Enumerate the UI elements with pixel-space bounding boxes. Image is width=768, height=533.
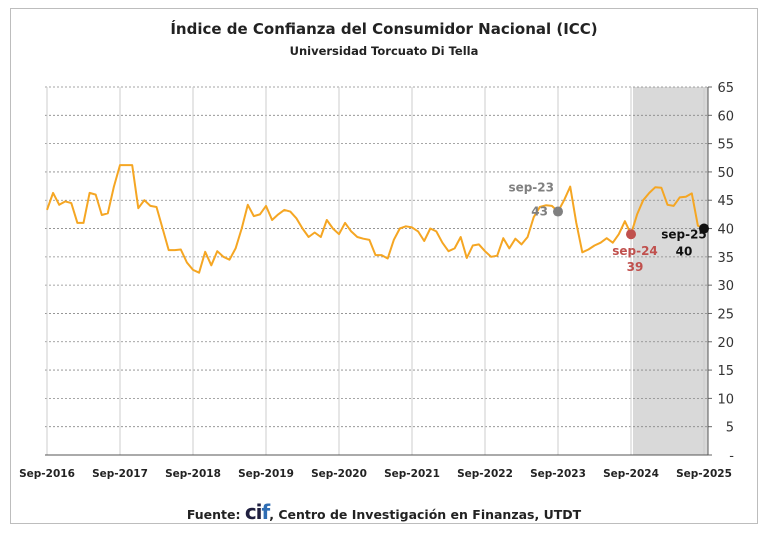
source-text: , Centro de Investigación en Finanzas, U…	[269, 507, 582, 522]
annotation-label: sep-23	[508, 181, 554, 195]
point-marker-sep-24	[626, 229, 636, 240]
x-tick-label: Sep-2017	[92, 468, 148, 480]
annotation-value: 39	[627, 260, 644, 274]
source-prefix: Fuente:	[186, 507, 241, 522]
y-tick-label: 15	[717, 364, 734, 379]
x-tick-label: Sep-2022	[457, 468, 513, 480]
x-tick-label: Sep-2019	[238, 468, 294, 480]
y-tick-label: 20	[717, 336, 734, 351]
cif-logo: cif	[244, 500, 270, 524]
x-tick-label: Sep-2023	[530, 468, 586, 480]
y-tick-label: 30	[717, 279, 734, 294]
y-tick-label: 45	[717, 194, 734, 209]
shaded-period	[633, 87, 708, 455]
y-tick-label: 60	[717, 109, 734, 124]
y-tick-label: 35	[717, 251, 734, 266]
y-tick-label: 65	[717, 81, 734, 96]
y-tick-label: 25	[717, 307, 734, 322]
y-tick-label: 55	[717, 138, 734, 153]
y-tick-label: 10	[717, 392, 734, 407]
series-line-icc	[46, 164, 705, 274]
x-tick-label: Sep-2024	[603, 468, 659, 480]
y-tick-label: 5	[726, 421, 734, 436]
chart-subtitle: Universidad Torcuato Di Tella	[289, 44, 479, 58]
x-tick-label: Sep-2018	[165, 468, 221, 480]
x-tick-label: Sep-2021	[384, 468, 440, 480]
x-tick-label: Sep-2025	[676, 468, 732, 480]
point-marker-sep-23	[553, 206, 563, 217]
annotation-value: 40	[676, 245, 693, 259]
x-tick-label: Sep-2016	[19, 468, 75, 480]
x-tick-label: Sep-2020	[311, 468, 367, 480]
chart-source: Fuente: cif, Centro de Investigación en …	[0, 500, 768, 524]
point-marker-sep-25	[699, 223, 709, 234]
chart-title: Índice de Confianza del Consumidor Nacio…	[170, 20, 598, 38]
y-tick-label: 40	[717, 223, 734, 238]
annotation-value: 43	[531, 205, 548, 219]
annotation-label: sep-24	[612, 244, 658, 258]
chart-frame	[10, 8, 758, 524]
y-tick-label: 50	[717, 166, 734, 181]
annotation-label: sep-25	[661, 228, 707, 242]
y-tick-label: -	[729, 449, 734, 464]
